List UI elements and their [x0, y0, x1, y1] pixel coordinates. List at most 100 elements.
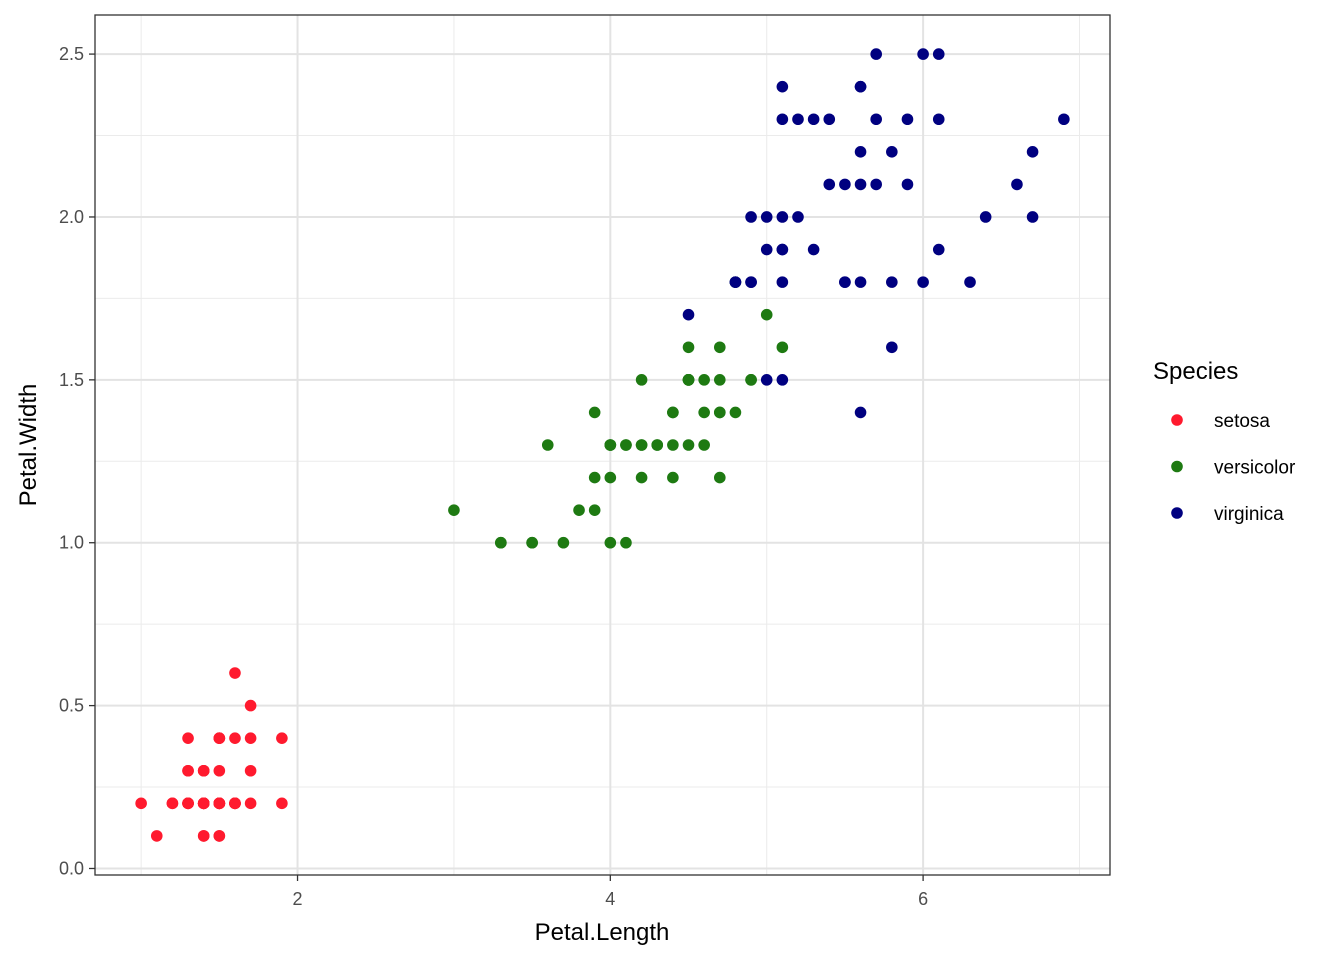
- data-point-setosa: [276, 797, 288, 810]
- major-grid: [95, 15, 1110, 875]
- data-point-setosa: [213, 797, 226, 810]
- data-point-versicolor: [713, 471, 726, 484]
- data-point-virginica: [1011, 178, 1023, 191]
- legend-label-setosa: setosa: [1214, 411, 1270, 432]
- data-point-setosa: [197, 830, 210, 842]
- panel-background: [95, 15, 1110, 875]
- x-tick-label: 6: [918, 889, 928, 909]
- minor-grid: [95, 15, 1110, 875]
- y-axis-ticks: 0.0 0.5 1.0 1.5 2.0 2.5: [59, 44, 95, 878]
- data-point-versicolor: [698, 439, 710, 451]
- data-point-virginica: [901, 113, 914, 126]
- data-point-virginica: [839, 276, 851, 288]
- data-point-virginica: [870, 48, 882, 60]
- data-point-virginica: [729, 276, 742, 288]
- legend: Species setosa versicolor virginica: [1153, 358, 1296, 525]
- data-point-versicolor: [713, 406, 726, 419]
- data-point-versicolor: [448, 504, 460, 516]
- data-point-virginica: [807, 113, 820, 126]
- data-point-setosa: [244, 764, 257, 777]
- data-point-virginica: [886, 146, 898, 158]
- y-axis-title: Petal.Width: [15, 384, 42, 507]
- data-point-setosa: [213, 732, 226, 744]
- data-point-virginica: [760, 374, 773, 386]
- x-axis-title: Petal.Length: [535, 919, 670, 946]
- data-point-virginica: [886, 341, 898, 354]
- data-point-versicolor: [588, 471, 601, 484]
- y-tick-label: 0.0: [59, 858, 84, 878]
- data-point-setosa: [182, 797, 194, 810]
- data-point-versicolor: [713, 341, 726, 354]
- data-point-versicolor: [682, 439, 695, 451]
- data-point-virginica: [932, 243, 945, 256]
- data-point-virginica: [870, 178, 882, 191]
- data-point-versicolor: [620, 439, 632, 451]
- data-point-versicolor: [557, 536, 570, 549]
- data-point-versicolor: [651, 439, 664, 451]
- data-point-virginica: [792, 113, 804, 126]
- y-tick-label: 2.5: [59, 44, 84, 64]
- data-point-versicolor: [667, 406, 679, 419]
- data-point-setosa: [166, 797, 179, 810]
- data-point-versicolor: [635, 439, 648, 451]
- data-point-versicolor: [682, 374, 695, 386]
- data-point-setosa: [182, 764, 194, 777]
- data-point-versicolor: [635, 374, 648, 386]
- data-point-versicolor: [713, 374, 726, 386]
- legend-title: Species: [1153, 358, 1238, 385]
- data-point-virginica: [776, 113, 789, 126]
- data-point-virginica: [917, 48, 929, 60]
- data-point-virginica: [1026, 211, 1039, 223]
- data-point-versicolor: [604, 536, 617, 549]
- y-tick-label: 1.5: [59, 370, 84, 390]
- data-point-virginica: [776, 374, 789, 386]
- data-point-virginica: [854, 178, 867, 191]
- data-point-setosa: [197, 797, 210, 810]
- data-point-versicolor: [698, 406, 710, 419]
- data-point-virginica: [823, 178, 836, 191]
- legend-label-virginica: virginica: [1214, 504, 1284, 525]
- data-point-versicolor: [604, 439, 617, 451]
- data-point-virginica: [1026, 146, 1039, 158]
- data-point-versicolor: [667, 471, 679, 484]
- data-point-setosa: [150, 830, 163, 842]
- data-point-virginica: [964, 276, 976, 288]
- data-point-virginica: [1058, 113, 1070, 126]
- data-point-virginica: [760, 211, 773, 223]
- data-point-versicolor: [573, 504, 585, 516]
- y-tick-label: 0.5: [59, 696, 84, 716]
- data-point-virginica: [901, 178, 914, 191]
- data-point-versicolor: [541, 439, 554, 451]
- data-point-versicolor: [620, 536, 632, 549]
- data-point-versicolor: [667, 439, 679, 451]
- x-tick-label: 4: [605, 889, 615, 909]
- data-point-setosa: [229, 667, 241, 679]
- y-tick-label: 2.0: [59, 207, 84, 227]
- data-point-versicolor: [588, 406, 601, 419]
- data-point-virginica: [745, 276, 757, 288]
- data-point-virginica: [854, 80, 867, 93]
- data-point-setosa: [229, 732, 241, 744]
- data-point-virginica: [917, 276, 929, 288]
- data-point-versicolor: [698, 374, 710, 386]
- data-points: [135, 48, 1070, 842]
- data-point-setosa: [229, 797, 241, 810]
- data-point-virginica: [776, 211, 789, 223]
- data-point-versicolor: [729, 406, 742, 419]
- data-point-virginica: [792, 211, 804, 223]
- data-point-versicolor: [776, 341, 789, 354]
- panel-border: [94, 14, 1111, 876]
- data-point-virginica: [932, 113, 945, 126]
- data-point-virginica: [932, 48, 945, 60]
- data-point-virginica: [776, 80, 789, 93]
- data-point-virginica: [776, 243, 789, 256]
- data-point-versicolor: [635, 471, 648, 484]
- data-point-virginica: [886, 276, 898, 288]
- y-tick-label: 1.0: [59, 533, 84, 553]
- legend-key-virginica: [1171, 507, 1183, 519]
- data-point-setosa: [244, 797, 257, 810]
- data-point-virginica: [760, 243, 773, 256]
- data-point-versicolor: [760, 308, 773, 321]
- data-point-virginica: [870, 113, 882, 126]
- data-point-virginica: [854, 406, 867, 419]
